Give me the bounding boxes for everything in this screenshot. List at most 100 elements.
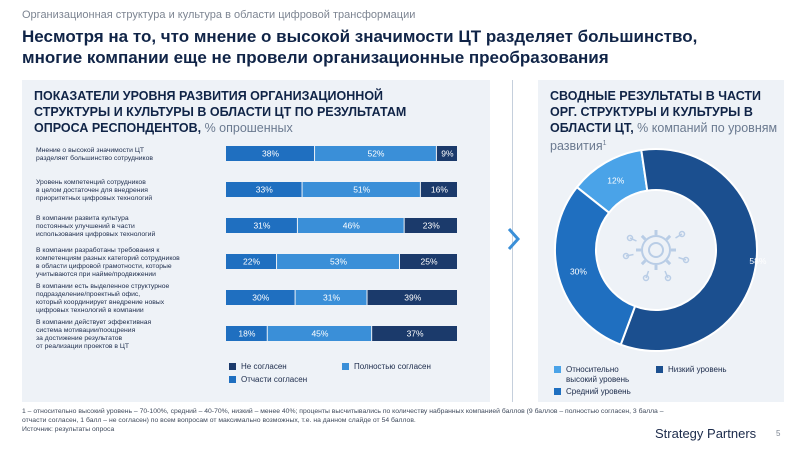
- legend-label: Отчасти согласен: [241, 375, 307, 384]
- bar-segment-disagree: [436, 146, 457, 161]
- left-panel: ПОКАЗАТЕЛИ УРОВНЯ РАЗВИТИЯ ОРГАНИЗАЦИОНН…: [22, 80, 490, 402]
- legend-label: Относительно высокий уровень: [566, 365, 629, 384]
- bar-segment-partly: [226, 146, 315, 161]
- right-panel-title: СВОДНЫЕ РЕЗУЛЬТАТЫ В ЧАСТИ ОРГ. СТРУКТУР…: [550, 88, 780, 154]
- chevron-right-icon: [507, 227, 521, 251]
- category-label: В компании есть выделенное структурное: [36, 283, 170, 290]
- bar-segment-disagree: [372, 326, 457, 341]
- left-panel-title-text: ПОКАЗАТЕЛИ УРОВНЯ РАЗВИТИЯ ОРГАНИЗАЦИОНН…: [34, 89, 407, 135]
- bar-value-label: 39%: [404, 293, 421, 303]
- legend-label: Средний уровень: [566, 387, 631, 396]
- category-label: использования цифровых технологий: [36, 230, 155, 238]
- bar-value-label: 52%: [367, 149, 384, 159]
- donut-legend: Относительно высокий уровень Низкий уровен…: [554, 365, 727, 396]
- donut-slice-low: [619, 148, 758, 352]
- bar-value-label: 23%: [423, 221, 440, 231]
- brand-logo: Strategy Partners: [655, 426, 757, 441]
- legend-swatch-fully: [342, 363, 349, 370]
- left-panel-title: ПОКАЗАТЕЛИ УРОВНЯ РАЗВИТИЯ ОРГАНИЗАЦИОНН…: [34, 88, 414, 136]
- bar-segment-partly: [226, 254, 277, 269]
- bar-value-label: 38%: [262, 149, 279, 159]
- donut-chart: 12% 58% 30% Относительно высокий уровень Низк…: [554, 148, 767, 396]
- bar-segment-fully: [297, 218, 404, 233]
- legend-swatch-low: [656, 366, 663, 373]
- footnote: 1 – относительно высокий уровень – 70-10…: [22, 407, 767, 434]
- category-label: В компании действует эффективная: [36, 318, 152, 326]
- legend-label: Низкий уровень: [668, 365, 727, 374]
- bar-value-label: 16%: [431, 185, 448, 195]
- footnote-line-1: 1 – относительно высокий уровень – 70-10…: [22, 408, 664, 415]
- bar-value-label: 37%: [407, 329, 424, 339]
- bar-value-label: 18%: [238, 329, 255, 339]
- bar-value-label: 31%: [253, 221, 270, 231]
- bar-row: В компании разработаны требования ккомпе…: [36, 246, 457, 278]
- supertitle: Организационная структура и культура в о…: [22, 9, 416, 21]
- bar-value-label: 51%: [353, 185, 370, 195]
- bar-segment-disagree: [400, 254, 457, 269]
- category-label: В компании разработаны требования к: [36, 246, 159, 254]
- bar-value-label: 30%: [252, 293, 269, 303]
- right-panel-title-text: СВОДНЫЕ РЕЗУЛЬТАТЫ В ЧАСТИ ОРГ. СТРУКТУР…: [550, 89, 762, 135]
- bar-segment-partly: [226, 218, 297, 233]
- category-label: приоритетных цифровых технологий: [36, 194, 152, 202]
- bar-value-label: 53%: [330, 257, 347, 267]
- category-label: цифровых технологий в компании: [36, 306, 144, 314]
- legend-swatch-disagree: [229, 363, 236, 370]
- category-label: в области цифровой грамотности, которые: [36, 262, 172, 270]
- bar-segment-disagree: [420, 182, 457, 197]
- bar-legend: Не согласен Полностью согласен Отчасти сог…: [229, 362, 431, 384]
- bar-segment-partly: [226, 326, 267, 341]
- right-panel-subtitle: % компаний по уровням развития: [550, 121, 778, 154]
- bar-row: В компании действует эффективнаясистема …: [36, 318, 457, 350]
- donut-value-label: 12%: [607, 175, 624, 185]
- bar-segment-fully: [315, 146, 436, 161]
- category-label: разделяет большинство сотрудников: [36, 154, 153, 162]
- page-number: 5: [776, 429, 781, 438]
- bar-segment-disagree: [404, 218, 457, 233]
- bar-segment-partly: [226, 182, 302, 197]
- legend-label: Полностью согласен: [354, 362, 431, 371]
- bar-value-label: 9%: [441, 149, 454, 159]
- category-label: Мнение о высокой значимости ЦТ: [36, 146, 144, 154]
- bar-segment-fully: [267, 326, 372, 341]
- donut-slice-medium: [554, 185, 637, 346]
- category-label: Уровень компетенций сотрудников: [36, 178, 146, 186]
- footnote-line-2: отчасти согласен, 1 балл – не согласен) …: [22, 417, 416, 424]
- legend-swatch-high: [554, 366, 561, 373]
- right-panel-superscript: 1: [602, 140, 607, 147]
- bar-value-label: 45%: [311, 329, 328, 339]
- bar-value-label: 33%: [256, 185, 273, 195]
- divider: [512, 80, 513, 402]
- right-panel: СВОДНЫЕ РЕЗУЛЬТАТЫ В ЧАСТИ ОРГ. СТРУКТУР…: [538, 80, 784, 402]
- category-label: в целом достаточен для внедрения: [36, 187, 148, 194]
- page-title: Несмотря на то, что мнение о высокой зна…: [22, 27, 698, 67]
- digital-gear-icon: [622, 230, 690, 282]
- bar-segment-disagree: [367, 290, 457, 305]
- legend-swatch-medium: [554, 388, 561, 395]
- legend-swatch-partly: [229, 376, 236, 383]
- footnote-source: Источник: результаты опроса: [22, 426, 115, 433]
- category-label: от реализации проектов в ЦТ: [36, 343, 129, 350]
- category-label: В компании развита культура: [36, 215, 129, 222]
- category-label: учитываются при найме/продвижении: [36, 270, 156, 278]
- bar-segment-fully: [295, 290, 367, 305]
- bar-value-label: 22%: [243, 257, 260, 267]
- bar-segment-fully: [302, 182, 420, 197]
- category-label: который координирует внедрение новых: [36, 298, 165, 306]
- bar-segment-partly: [226, 290, 295, 305]
- donut-value-label: 58%: [749, 256, 766, 266]
- donut-value-label: 30%: [570, 267, 587, 277]
- category-label: система мотивации/поощрения: [36, 327, 136, 334]
- bar-value-label: 25%: [420, 257, 437, 267]
- category-label: за достижение результатов: [36, 335, 123, 342]
- left-panel-subtitle: % опрошенных: [204, 121, 293, 135]
- legend-label: Не согласен: [241, 362, 287, 371]
- bar-value-label: 46%: [343, 221, 360, 231]
- bar-row: Мнение о высокой значимости ЦТразделяет …: [36, 146, 457, 162]
- bar-value-label: 31%: [323, 293, 340, 303]
- bar-segment-fully: [277, 254, 399, 269]
- category-label: постоянных улучшений в части: [36, 222, 135, 230]
- bar-row: В компании есть выделенное структурноепо…: [36, 283, 457, 314]
